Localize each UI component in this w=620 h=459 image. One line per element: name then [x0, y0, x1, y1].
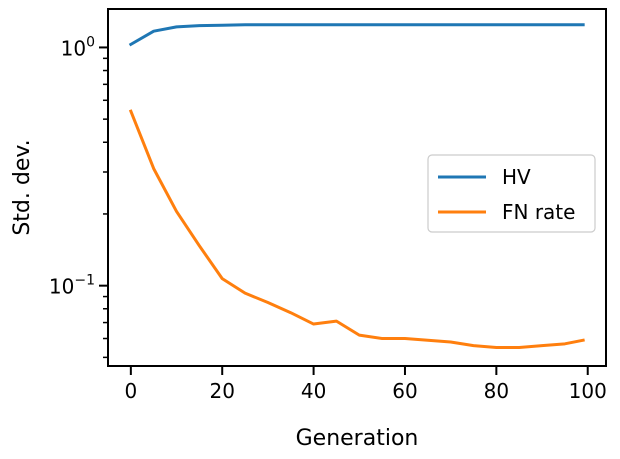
x-tick-label: 60 — [392, 379, 417, 403]
x-tick-label: 100 — [569, 379, 607, 403]
series-line-1 — [128, 109, 585, 350]
x-tick-label: 80 — [484, 379, 509, 403]
y-axis-label: Std. dev. — [10, 139, 35, 235]
y-tick-label: 10−1 — [49, 273, 95, 299]
legend: HV FN rate — [427, 154, 596, 233]
y-tick-label: 100 — [61, 34, 95, 60]
y-tick-exponent: −1 — [74, 273, 95, 289]
series-layer — [128, 23, 585, 350]
y-tick-exponent: 0 — [86, 34, 95, 50]
plot-frame — [107, 8, 607, 367]
y-tick-base: 10 — [49, 275, 74, 299]
x-tick-label: 40 — [301, 379, 326, 403]
legend-label: FN rate — [502, 200, 575, 224]
x-tick-label: 20 — [209, 379, 234, 403]
legend-label: HV — [502, 165, 531, 189]
x-axis-label: Generation — [296, 426, 419, 451]
y-tick-base: 10 — [61, 36, 86, 60]
series-line-0 — [128, 23, 585, 47]
x-axis: 0 20 40 60 80 100 — [124, 366, 607, 403]
x-tick-label: 0 — [124, 379, 137, 403]
